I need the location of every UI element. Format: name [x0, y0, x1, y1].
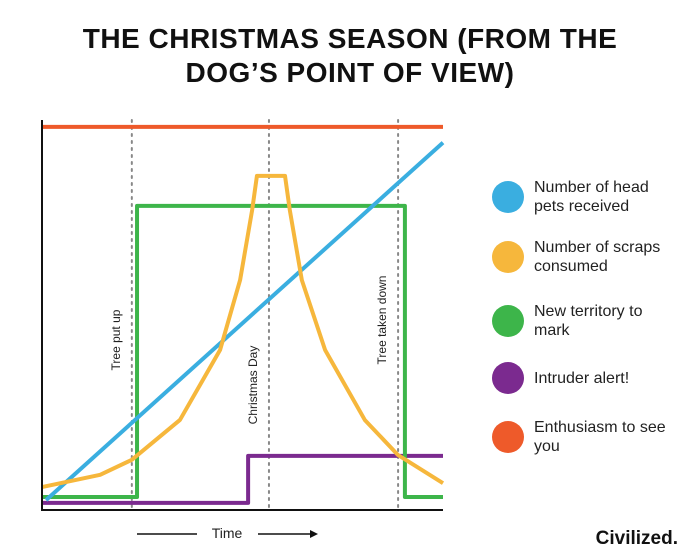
legend-swatch [492, 181, 524, 213]
annotation-label: Tree put up [109, 309, 123, 370]
time-arrow-head [310, 530, 318, 538]
legend-swatch [492, 362, 524, 394]
legend-item: Intruder alert! [492, 362, 692, 394]
annotation-label: Tree taken down [375, 276, 389, 365]
brand-logo: Civilized. [595, 528, 678, 549]
legend-label: Enthusiasm to see you [534, 419, 666, 455]
series-line [44, 141, 445, 502]
legend-item: Number of scraps consumed [492, 238, 692, 276]
series-line [41, 173, 445, 490]
annotation-label: Christmas Day [246, 346, 260, 425]
legend-label: Intruder alert! [534, 369, 630, 387]
legend-swatch [492, 421, 524, 453]
legend-swatch [492, 305, 524, 337]
legend-item: Enthusiasm to see you [492, 418, 692, 456]
series-line [42, 203, 443, 499]
legend-item: Number of head pets received [492, 178, 692, 216]
legend-item: New territory to mark [492, 302, 692, 340]
legend-label: Number of scraps consumed [534, 239, 661, 275]
legend-swatch [492, 241, 524, 273]
chart-title: THE CHRISTMAS SEASON (FROM THE DOG’S POI… [82, 23, 618, 88]
x-axis-label: Time [212, 525, 243, 541]
legend-label: New territory to mark [534, 303, 643, 339]
legend-label: Number of head pets received [534, 179, 649, 215]
series-line [42, 453, 443, 505]
